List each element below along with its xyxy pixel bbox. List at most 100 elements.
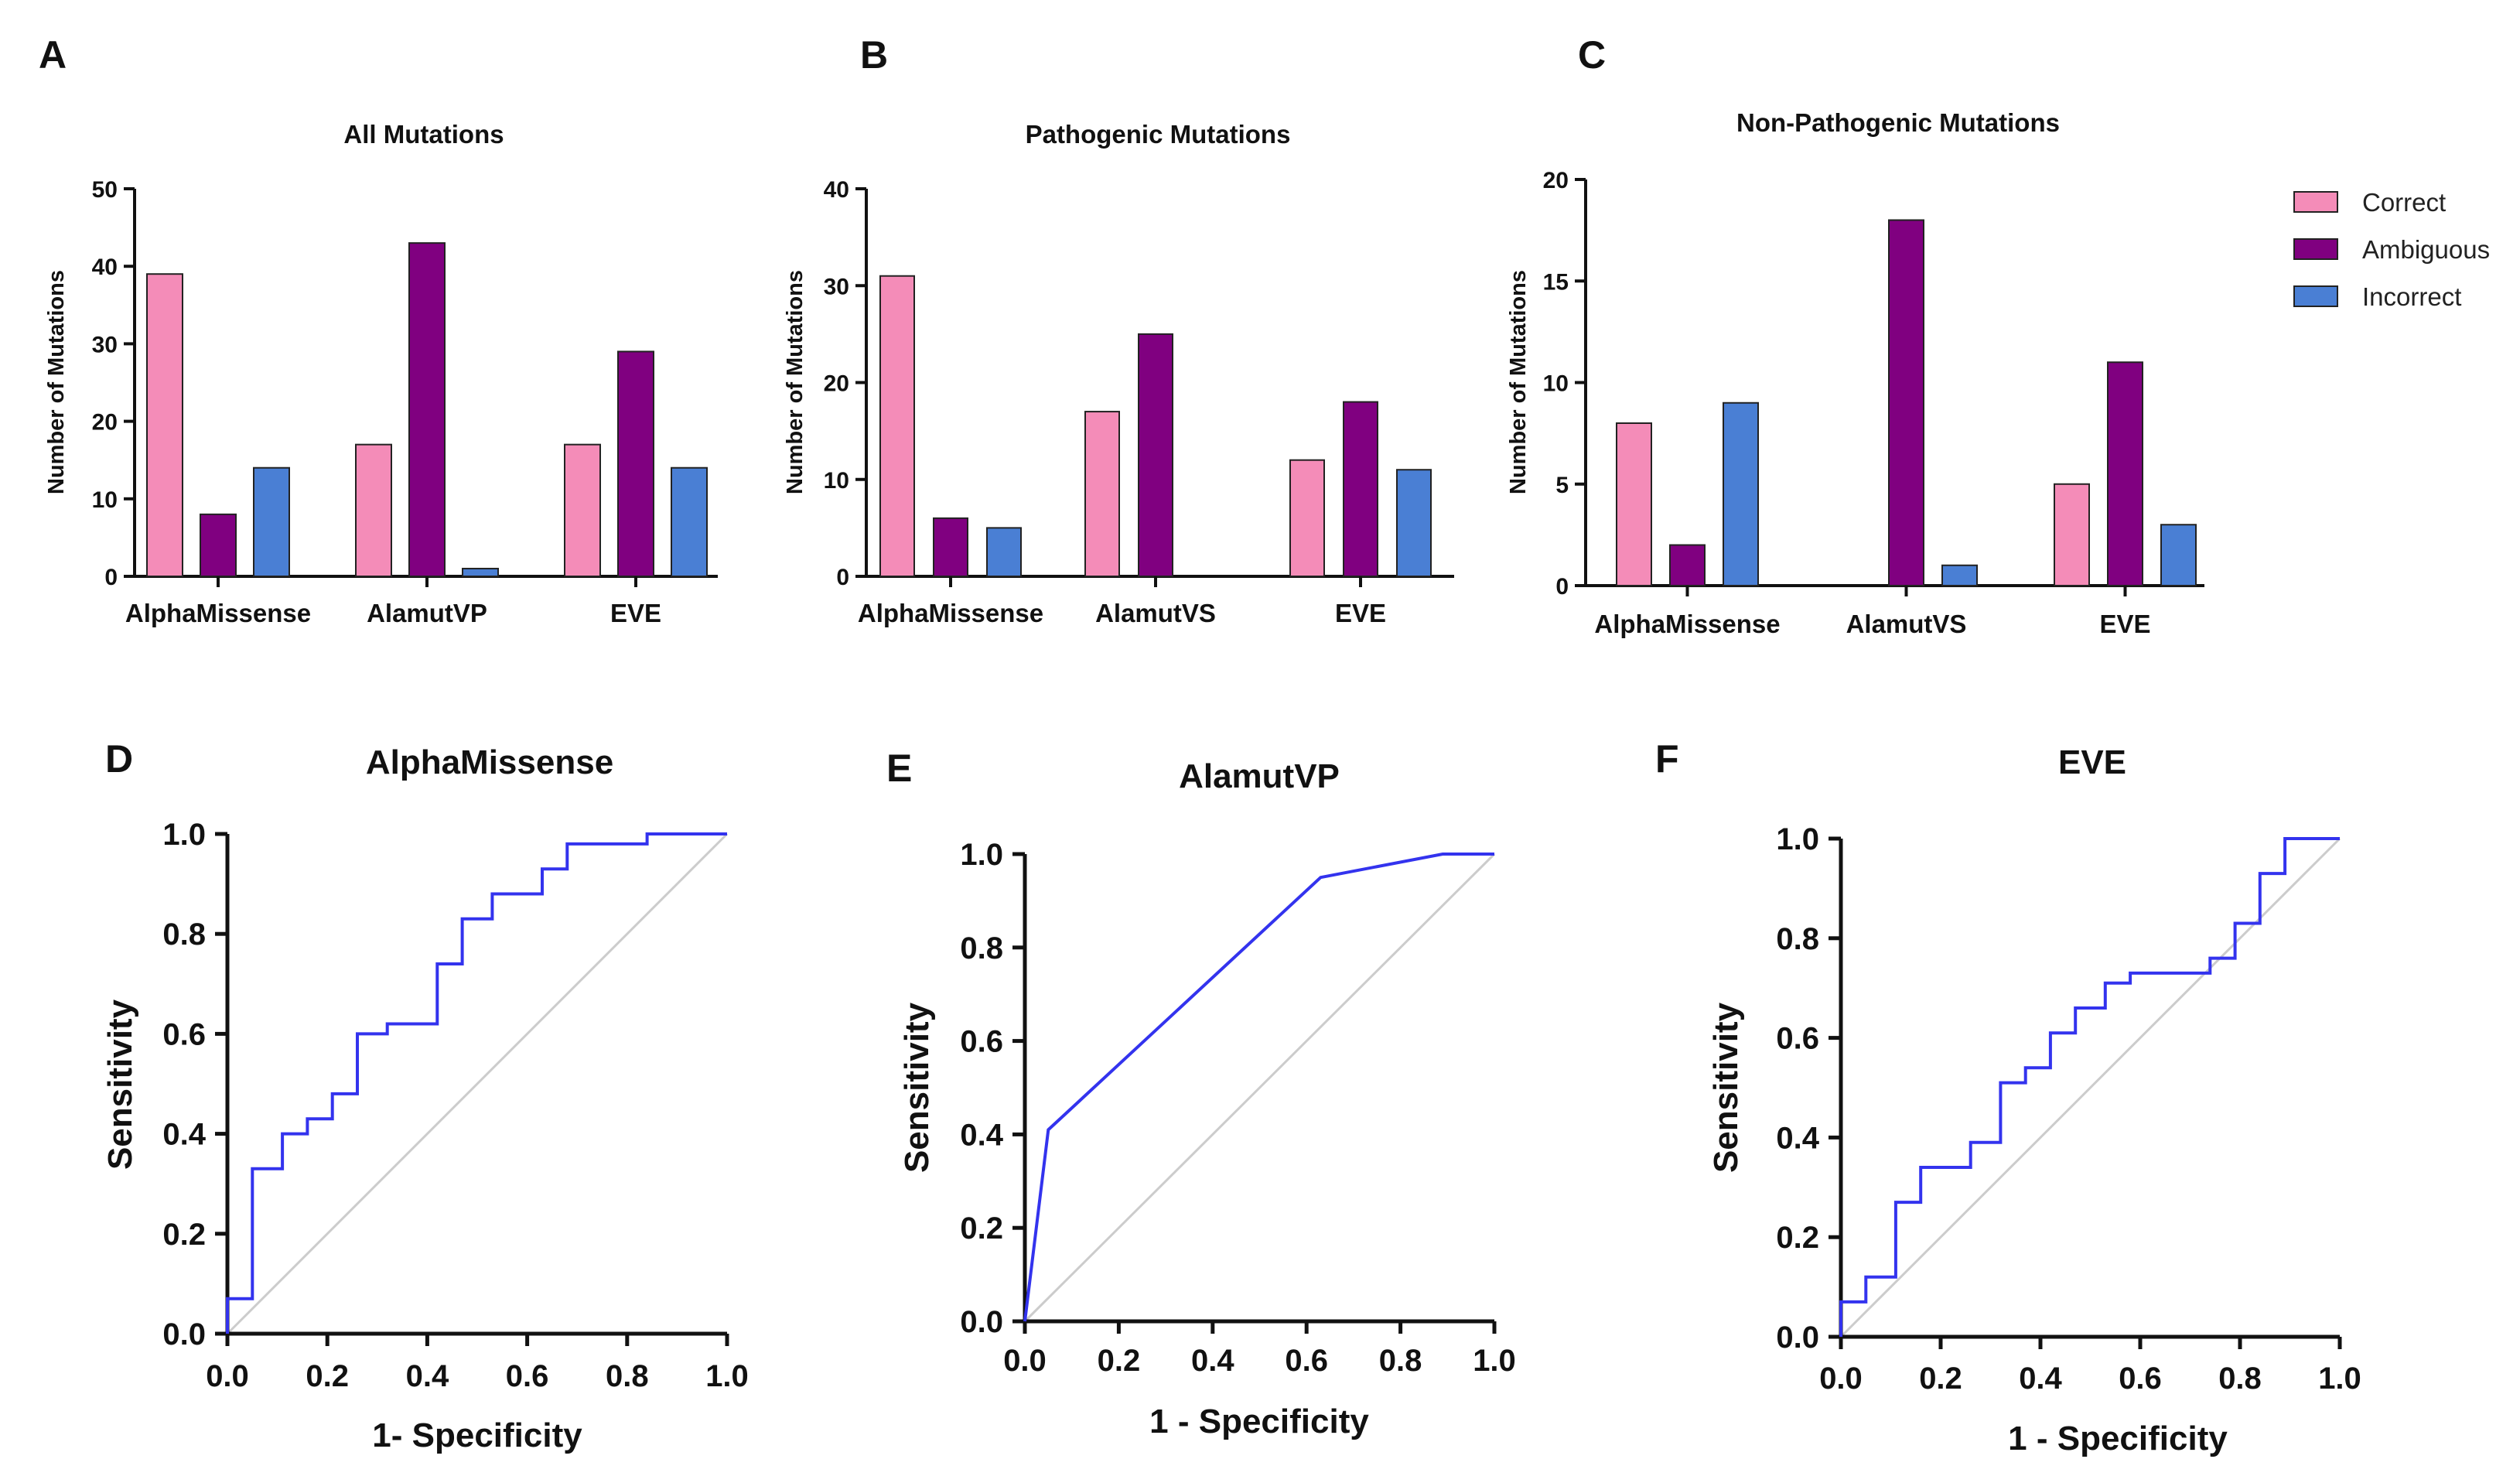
category-label: AlphaMissense <box>1594 610 1780 638</box>
panel-letter: D <box>105 737 133 781</box>
category-label: AlphaMissense <box>858 599 1043 627</box>
panel-letter: E <box>886 747 912 790</box>
x-tick-label: 0.4 <box>2019 1362 2062 1396</box>
y-tick-label: 0 <box>1555 574 1569 600</box>
bar-eve-correct <box>2054 483 2090 586</box>
y-tick-label: 0.2 <box>1776 1221 1819 1255</box>
roc-curve <box>226 832 727 1334</box>
y-tick-label: 30 <box>92 332 118 357</box>
y-tick-label: 0.6 <box>162 1017 206 1051</box>
bar-alphamissense-correct <box>879 275 915 577</box>
x-tick-label: 0.8 <box>1379 1344 1422 1378</box>
bar-chart-b: B Pathogenic Mutations 0 10 20 30 40 Number of … <box>783 33 1454 627</box>
y-tick-label: 1.0 <box>1776 822 1819 856</box>
legend-swatch-ambiguous <box>2293 238 2338 260</box>
bar-alphamissense-ambiguous <box>933 517 968 577</box>
bar-eve-incorrect <box>671 466 708 577</box>
bar-alamutvs-ambiguous <box>1138 333 1173 577</box>
bar-eve-ambiguous <box>2107 361 2143 586</box>
x-tick-label: 0.0 <box>1003 1344 1047 1378</box>
bar-eve-ambiguous <box>1343 401 1378 577</box>
y-axis-label: Sensitivity <box>101 999 139 1170</box>
x-tick-label: 0.2 <box>306 1359 349 1393</box>
y-tick-label: 40 <box>824 177 849 203</box>
chart-title: AlphaMissense <box>366 743 613 781</box>
roc-chart-f: F EVE 0.00.0 0.2 0.2 0.4 0.4 0.6 0.6 0.8 0.8 1.0 1.0… <box>1655 737 2361 1457</box>
y-tick-label: 0 <box>836 565 849 590</box>
x-tick-label: 0.6 <box>506 1359 549 1393</box>
y-tick-label: 10 <box>1543 371 1569 397</box>
y-tick-label: 0.4 <box>960 1118 1003 1152</box>
legend-label-correct: Correct <box>2362 188 2446 217</box>
bar-alphamissense-ambiguous <box>1669 544 1706 586</box>
x-axis-label: 1 - Specificity <box>2008 1420 2228 1457</box>
y-tick-label: 1.0 <box>960 838 1003 872</box>
bar-alamutvs-ambiguous <box>1888 219 1924 586</box>
y-axis-label: Number of Mutations <box>44 270 69 494</box>
bar-alphamissense-correct <box>146 273 183 577</box>
legend-swatch-incorrect <box>2293 285 2338 307</box>
legend: Correct Ambiguous Incorrect <box>2293 188 2490 311</box>
bar-alphamissense-incorrect <box>986 527 1022 577</box>
chart-title: Non-Pathogenic Mutations <box>1736 108 2060 137</box>
y-tick-label: 0.0 <box>960 1305 1003 1339</box>
y-tick-label: 0 <box>104 565 118 590</box>
y-tick-label: 0.8 <box>960 931 1003 965</box>
chart-title: EVE <box>2058 743 2126 781</box>
bar-eve-incorrect <box>1396 469 1432 577</box>
bar-alamutvp-incorrect <box>462 567 499 577</box>
bar-eve-correct <box>564 443 601 577</box>
chart-title: All Mutations <box>343 120 504 149</box>
y-tick-label: 10 <box>92 487 118 513</box>
category-label: AlamutVS <box>1846 610 1967 638</box>
x-tick-label: 0.6 <box>2119 1362 2162 1396</box>
category-label: AlphaMissense <box>125 599 311 627</box>
roc-chart-d: D AlphaMissense 0.00.0 0.2 0.2 0.4 0.4 0.6 0.6 0.… <box>101 737 749 1454</box>
y-axis-label: Number of Mutations <box>783 270 808 494</box>
bar-chart-a: A All Mutations 0 10 20 30 40 50 Number of Mutat… <box>39 33 718 627</box>
y-tick-label: 50 <box>92 177 118 203</box>
category-label: AlamutVP <box>367 599 487 627</box>
y-tick-label: 1.0 <box>162 818 206 852</box>
y-tick-label: 20 <box>824 371 849 397</box>
panel-letter: B <box>860 33 888 77</box>
y-tick-label: 0.2 <box>162 1218 206 1252</box>
bar-alphamissense-incorrect <box>253 466 290 577</box>
panel-letter: C <box>1578 33 1606 77</box>
x-tick-label: 0.8 <box>606 1359 649 1393</box>
y-tick-label: 0.0 <box>162 1317 206 1351</box>
bar-eve-incorrect <box>2160 524 2197 586</box>
legend-swatch-correct <box>2293 191 2338 213</box>
y-axis-label: Sensitivity <box>898 1002 936 1173</box>
bar-alphamissense-correct <box>1616 422 1652 586</box>
bar-alamutvp-correct <box>355 443 392 577</box>
panel-letter: F <box>1655 737 1679 781</box>
y-axis-label: Sensitivity <box>1707 1002 1745 1173</box>
y-tick-label: 15 <box>1543 269 1569 295</box>
y-tick-label: 20 <box>1543 168 1569 193</box>
chart-title: Pathogenic Mutations <box>1026 120 1291 149</box>
bar-alamutvs-correct <box>1084 411 1120 578</box>
y-tick-label: 0.6 <box>1776 1022 1819 1056</box>
x-tick-label: 0.6 <box>1285 1344 1328 1378</box>
y-tick-label: 20 <box>92 410 118 436</box>
reference-diagonal <box>1023 853 1496 1323</box>
panel-letter: A <box>39 33 67 77</box>
x-axis-label: 1 - Specificity <box>1149 1403 1369 1440</box>
bar-alamutvp-ambiguous <box>408 242 446 577</box>
y-tick-label: 0.4 <box>1776 1121 1819 1155</box>
y-tick-label: 5 <box>1555 473 1569 498</box>
x-tick-label: 0.8 <box>2218 1362 2262 1396</box>
roc-chart-e: E AlamutVP 0.00.0 0.2 0.2 0.4 0.4 0.6 0.6 0.8 0.8 1… <box>886 747 1516 1440</box>
y-tick-label: 30 <box>824 274 849 299</box>
y-tick-label: 0.6 <box>960 1025 1003 1059</box>
category-label: EVE <box>1335 599 1386 627</box>
category-label: EVE <box>2099 610 2150 638</box>
x-tick-label: 0.0 <box>206 1359 249 1393</box>
x-tick-label: 0.4 <box>406 1359 449 1393</box>
y-tick-label: 0.2 <box>960 1211 1003 1246</box>
reference-diagonal <box>1839 837 2341 1338</box>
x-tick-label: 0.0 <box>1819 1362 1863 1396</box>
chart-title: AlamutVP <box>1179 757 1340 795</box>
